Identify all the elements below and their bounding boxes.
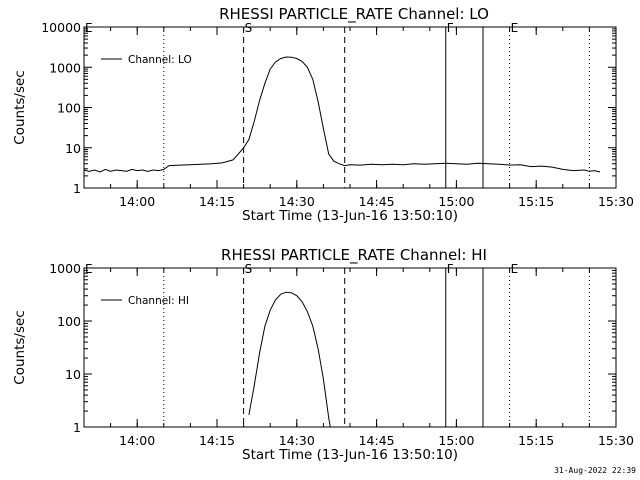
plot-timestamp: 31-Aug-2022 22:39: [554, 466, 636, 475]
x-tick-label: 15:00: [438, 194, 474, 209]
event-marker-label: F: [447, 262, 454, 276]
y-tick-label: 10000: [41, 20, 81, 35]
data-series-line: [83, 56, 601, 173]
x-tick-label: 14:30: [279, 433, 315, 448]
event-marker-label: S: [245, 21, 253, 35]
y-tick-label: 1000: [49, 60, 81, 75]
x-tick-label: 14:00: [119, 433, 155, 448]
y-tick-label: 100: [57, 101, 81, 116]
x-tick-label: 15:30: [598, 194, 634, 209]
x-tick-label: 15:15: [518, 433, 554, 448]
legend-label: Channel: LO: [128, 54, 192, 66]
chart-title: RHESSI PARTICLE_RATE Channel: HI: [221, 246, 487, 265]
y-tick-label: 10: [65, 141, 81, 156]
event-marker-label: E: [511, 21, 519, 35]
x-tick-label: 15:00: [438, 433, 474, 448]
y-tick-label: 100: [57, 314, 81, 329]
y-axis-label: Counts/sec: [12, 70, 28, 144]
x-tick-label: 14:15: [199, 194, 235, 209]
x-tick-label: 14:45: [359, 194, 395, 209]
y-tick-label: 1000: [49, 261, 81, 276]
plot-frame: [83, 267, 617, 428]
event-marker-label: S: [245, 262, 253, 276]
x-axis-label: Start Time (13-Jun-16 13:50:10): [242, 208, 458, 224]
x-tick-label: 14:45: [359, 433, 395, 448]
x-tick-label: 15:30: [598, 433, 634, 448]
x-tick-label: 14:00: [119, 194, 155, 209]
x-tick-label: 14:30: [279, 194, 315, 209]
event-marker-label: F: [447, 21, 454, 35]
chart-title: RHESSI PARTICLE_RATE Channel: LO: [219, 5, 489, 24]
x-axis-label: Start Time (13-Jun-16 13:50:10): [242, 447, 458, 463]
y-tick-label: 1: [73, 420, 81, 435]
data-series-line: [248, 291, 331, 428]
x-tick-label: 15:15: [518, 194, 554, 209]
y-axis-label: Counts/sec: [12, 310, 28, 384]
event-marker-label: E: [85, 21, 93, 35]
legend-label: Channel: HI: [128, 295, 189, 307]
event-marker-label: E: [511, 262, 519, 276]
y-tick-label: 1: [73, 181, 81, 196]
event-marker-label: E: [85, 262, 93, 276]
x-tick-label: 14:15: [199, 433, 235, 448]
y-tick-label: 10: [65, 367, 81, 382]
